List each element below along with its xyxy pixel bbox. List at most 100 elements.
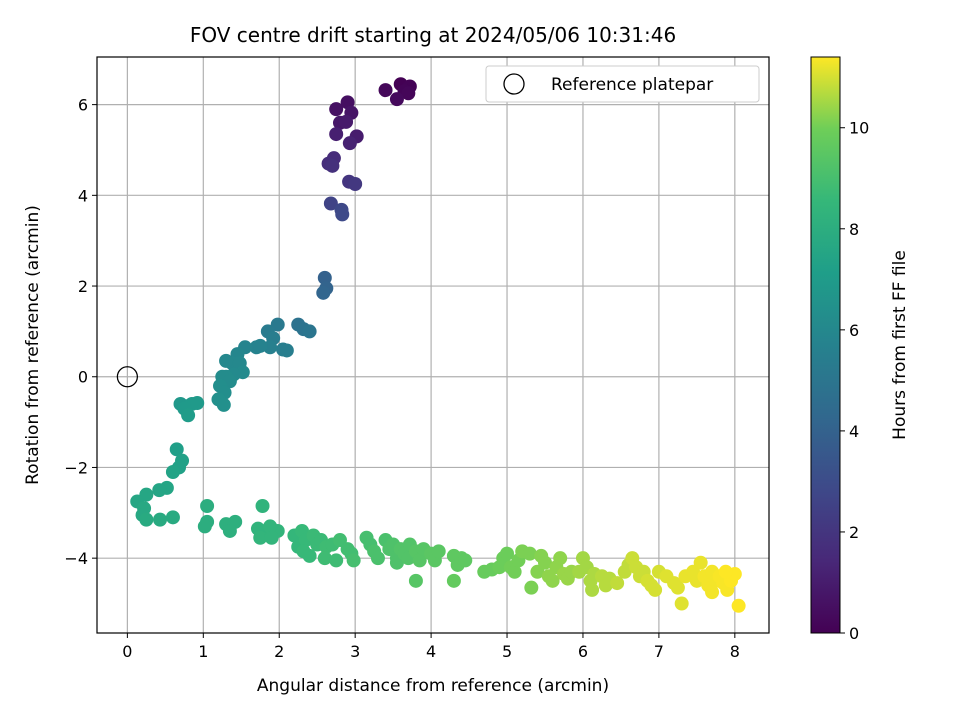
colorbar-label: Hours from first FF file [890,250,910,440]
data-point [222,523,237,538]
x-axis-ticks: 0 1 2 3 4 5 6 7 8 [122,633,740,661]
x-tick-label: 8 [730,642,740,661]
plot-frame [96,56,770,634]
data-point [325,158,340,173]
y-tick-label: 6 [78,96,88,115]
colorbar-tick-label: 0 [849,624,859,643]
x-tick-label: 1 [198,642,208,661]
data-point [412,553,427,568]
data-point [317,270,332,285]
data-point [323,196,338,211]
y-tick-label: 2 [78,277,88,296]
x-tick-label: 6 [578,642,588,661]
x-tick-label: 7 [654,642,664,661]
data-point [648,582,663,597]
data-point [370,551,385,566]
data-point [458,553,473,568]
colorbar-ticks: 0 2 4 6 8 10 [840,119,869,643]
data-point [378,83,393,98]
legend-box [485,65,760,103]
data-point [153,512,168,527]
data-point [329,102,344,117]
y-axis-ticks: −4 −2 0 2 4 6 [64,96,97,568]
data-point [507,564,522,579]
data-point [335,207,350,222]
data-point [316,285,331,300]
y-tick-label: 4 [78,186,88,205]
y-tick-label: 0 [78,368,88,387]
data-point [401,86,416,101]
x-tick-label: 2 [274,642,284,661]
data-point [346,553,361,568]
data-point [342,136,357,151]
data-point [389,92,404,107]
data-point [718,564,733,579]
data-point [693,555,708,570]
colorbar-tick-label: 8 [849,220,859,239]
data-point [302,548,317,563]
data-point [446,573,461,588]
x-tick-label: 5 [502,642,512,661]
y-tick-label: −2 [64,458,88,477]
data-point [538,555,552,570]
data-point [253,338,268,353]
legend: Reference platepar [485,65,760,103]
data-point [181,408,196,423]
data-point [585,582,600,597]
colorbar-tick-label: 6 [849,321,859,340]
colorbar-gradient [810,56,841,634]
data-point [545,573,560,588]
data-point [255,499,270,514]
data-point [152,483,167,498]
data-point [270,317,285,332]
legend-reference-marker [503,73,525,95]
data-point [408,573,423,588]
legend-label: Reference platepar [551,75,713,95]
data-point [253,530,268,545]
data-point [553,551,568,566]
colorbar-tick-label: 10 [849,119,869,138]
data-point [705,585,720,600]
data-point [165,510,180,525]
data-point [731,598,746,613]
scatter-points [130,77,746,613]
data-point [302,324,317,339]
data-point [165,464,180,479]
data-point [279,343,294,358]
data-point [329,553,344,568]
data-point [169,442,184,457]
data-point [197,519,212,534]
x-axis-label: Angular distance from reference (arcmin) [257,676,609,696]
reference-marker [116,366,139,388]
data-point [500,546,515,561]
data-point [264,530,279,545]
x-tick-label: 3 [350,642,360,661]
data-point [522,546,537,561]
x-tick-label: 0 [122,642,132,661]
data-point [317,551,332,566]
data-point [610,576,625,591]
reference-marker-layer [116,366,139,388]
data-point [339,114,354,129]
data-point [219,353,234,368]
data-point [670,580,685,595]
data-point [216,397,231,412]
data-point [190,396,205,411]
y-axis-label: Rotation from reference (arcmin) [23,205,43,485]
data-point [263,519,278,534]
y-tick-label: −4 [64,549,88,568]
data-point [348,176,363,191]
data-point [200,499,215,514]
data-point [329,127,344,142]
data-point [524,580,539,595]
colorbar-tick-label: 2 [849,523,859,542]
grid-lines [97,57,769,633]
chart-title: FOV centre drift starting at 2024/05/06 … [190,23,676,47]
colorbar: 0 2 4 6 8 10 Hours from first FF file [810,56,910,643]
x-tick-label: 4 [426,642,436,661]
data-point [431,544,446,559]
data-point [674,596,689,611]
colorbar-tick-label: 4 [849,422,859,441]
data-point [139,512,154,527]
